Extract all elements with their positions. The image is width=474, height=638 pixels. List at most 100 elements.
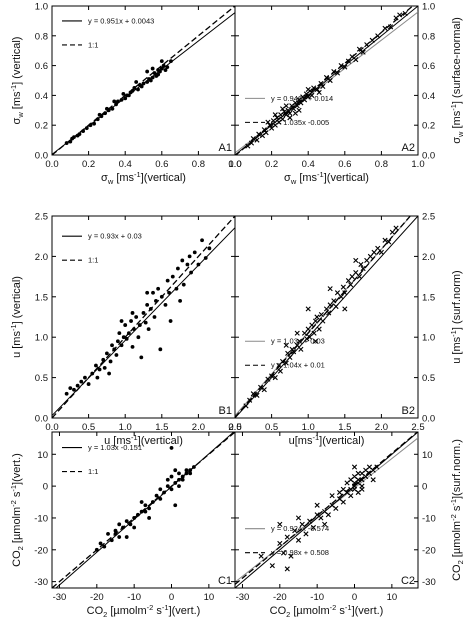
panel-a1: 0.0 0.2 0.4 0.6 0.8 1.00.00.20.40.60.81.0y = …: [9, 2, 242, 187]
data-point: [393, 225, 399, 231]
data-point: [250, 391, 256, 397]
y-tick-label: -10: [34, 513, 48, 524]
data-point: [165, 477, 170, 482]
data-point: [180, 474, 185, 479]
data-point: [256, 131, 262, 137]
x-tick-label: 0.5: [82, 422, 95, 433]
data-point: [150, 500, 155, 504]
data-point: [90, 371, 95, 376]
x-axis-label-part: -1: [162, 603, 169, 612]
data-point: [141, 81, 146, 86]
legend-label: y = 1.03x + 0.03: [271, 337, 325, 346]
x-axis-label: σw [ms-1](vertical): [101, 170, 186, 186]
y-axis-label: CO2 [µmolm-2 s-1](surf.norm.): [449, 439, 465, 581]
y-axis-label: CO2 [µmolm-2 s-1](vert.): [9, 453, 25, 567]
fit-line: [235, 432, 418, 585]
x-tick-label: 1.0: [228, 159, 241, 170]
x-axis-label-part: CO: [87, 605, 104, 617]
x-axis-label-part: [ms: [296, 172, 317, 184]
data-point: [366, 464, 373, 470]
data-point: [288, 553, 294, 559]
data-point: [84, 126, 89, 131]
plot-data: [235, 6, 418, 155]
data-point: [370, 477, 376, 483]
data-point: [114, 353, 119, 357]
data-point: [331, 298, 337, 304]
x-axis-label-part: -1: [345, 603, 352, 612]
data-point: [378, 249, 384, 255]
x-tick-label: 1.0: [302, 422, 315, 433]
data-point: [97, 112, 102, 117]
x-axis-label: σw [ms-1](vertical): [284, 170, 369, 186]
data-point: [196, 262, 201, 267]
data-point: [269, 563, 275, 569]
data-point: [169, 474, 174, 479]
x-axis-label-part: [µmolm: [290, 605, 329, 617]
plot-frame: [234, 5, 419, 156]
data-point: [367, 253, 374, 259]
data-point: [334, 290, 341, 296]
plot-data: [52, 216, 235, 418]
data-point: [64, 141, 69, 145]
data-point: [345, 58, 352, 64]
data-point: [318, 515, 324, 521]
data-point: [298, 346, 304, 352]
data-point: [169, 446, 174, 450]
data-point: [277, 368, 283, 374]
y-axis-label-part: -1: [9, 324, 18, 331]
legend-label: 1:1: [88, 40, 98, 49]
data-point: [168, 319, 173, 323]
data-point: [95, 117, 100, 122]
data-point: [119, 343, 124, 348]
y-tick-label: 0.5: [35, 373, 48, 384]
y-tick-label: 0.2: [35, 121, 48, 132]
data-point: [143, 509, 148, 514]
data-point: [143, 320, 148, 325]
y-tick-label: 0.0: [422, 414, 435, 425]
data-point: [375, 245, 381, 251]
legend-label: y = 0.98x + 0.508: [271, 548, 329, 557]
y-axis-label-part: s: [11, 491, 23, 500]
data-point: [165, 65, 170, 69]
x-axis-label-part: [ms: [113, 172, 134, 184]
data-point: [83, 375, 87, 380]
legend-label: y = 1.03x -0.151: [88, 443, 142, 452]
y-axis-label: σw [ms-1] (surface-normal): [449, 17, 465, 143]
data-point: [304, 336, 310, 342]
data-point: [126, 331, 131, 336]
x-axis-label-part: u[ms: [289, 435, 313, 447]
data-point: [333, 505, 339, 511]
data-point: [312, 318, 319, 324]
data-point: [94, 547, 99, 552]
data-point: [192, 250, 197, 255]
data-point: [130, 344, 135, 349]
x-axis-label-part: -1: [131, 433, 138, 442]
data-point: [185, 262, 190, 267]
data-point: [139, 500, 144, 504]
data-point: [307, 334, 313, 340]
y-axis-label-part: [µmolm: [451, 521, 463, 560]
x-axis-label-part: -1: [312, 433, 319, 442]
data-point: [135, 512, 140, 517]
data-point: [174, 286, 179, 291]
x-axis-label-part: w: [290, 177, 297, 186]
data-point: [386, 239, 392, 245]
panel-c1: -30 -20 -10 0 10 -30 -20 -10 0 10 y = 1.03x -0.151…: [9, 431, 236, 619]
data-point: [123, 96, 128, 101]
x-tick-label: 0.8: [192, 159, 205, 170]
data-point: [349, 274, 355, 280]
data-point: [342, 290, 348, 296]
data-point: [173, 481, 178, 485]
data-point: [389, 229, 395, 235]
data-point: [305, 94, 311, 100]
data-point: [86, 382, 91, 386]
data-point: [243, 403, 249, 409]
data-point: [316, 326, 322, 332]
y-tick-label: 0.0: [35, 414, 48, 425]
data-point: [254, 137, 260, 143]
x-tick-label: 0.8: [375, 159, 388, 170]
x-tick-label: 0.2: [265, 159, 278, 170]
data-point: [292, 110, 298, 116]
data-point: [165, 278, 170, 283]
x-tick-label: 2.5: [411, 422, 424, 433]
